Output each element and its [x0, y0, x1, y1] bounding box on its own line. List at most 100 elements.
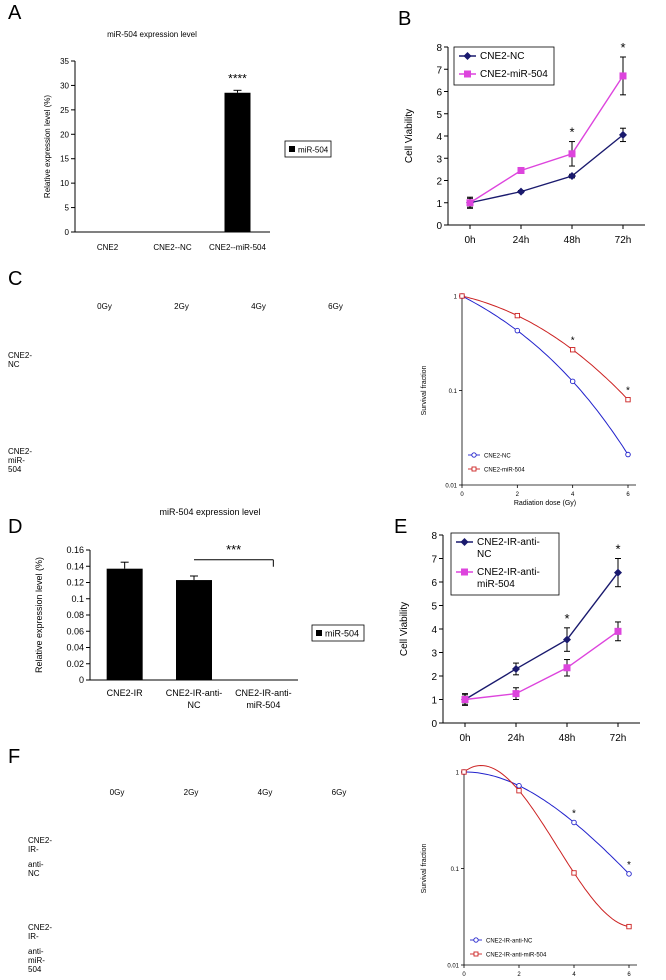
y-tick-label: 0.14: [66, 561, 84, 571]
data-point: [619, 130, 627, 139]
y-tick-label: 0.12: [66, 578, 84, 588]
data-point: [461, 696, 469, 703]
data-point: [517, 166, 525, 174]
x-tick-label: 6: [626, 492, 630, 498]
chart-b-line: 0 1 2 3 4 5 6 7 8 Cell Viability 0h 24h 48h 72h * * CNE2…: [404, 40, 645, 246]
x-category-label: CNE2--NC: [153, 243, 191, 252]
legend-label: CNE2-IR-anti-: [477, 567, 540, 578]
x-tick-label: 4: [571, 492, 575, 498]
panel-letter-f: F: [8, 746, 21, 768]
data-point: [571, 819, 577, 826]
x-category-label: CNE2-IR: [107, 688, 144, 698]
row-label-line: anti-NC: [28, 860, 44, 878]
series-line: [464, 572, 619, 701]
y-tick-label: 0.02: [66, 659, 84, 669]
dose-column-label: 6Gy: [328, 302, 343, 311]
y-tick-label: 8: [436, 43, 442, 54]
x-tick-label: 0: [460, 492, 464, 498]
y-tick-label: 0.1: [449, 389, 458, 395]
significance-mark: ***: [226, 542, 241, 557]
chart-c-survival: 0.01 0.1 1 0 2 4 6 Radiation dose (Gy) Survival …: [421, 293, 636, 507]
x-category-label: CNE2-IR-anti-: [166, 688, 223, 698]
y-tick-label: 0: [65, 228, 70, 237]
significance-mark: ****: [228, 71, 247, 85]
series-line: [469, 134, 624, 204]
y-tick-label: 5: [436, 110, 442, 121]
chart-a-bar: miR-504 expression level 0 5 10 15 20 25 30 35 Re…: [43, 30, 332, 252]
legend-label: CNE2-IR-anti-NC: [486, 939, 533, 945]
legend-label: miR-504: [325, 629, 359, 639]
y-axis-label: Cell Viability: [399, 602, 410, 656]
legend-label: CNE2-miR-504: [484, 468, 525, 474]
legend-marker: [473, 951, 479, 957]
data-point: [563, 664, 571, 672]
data-point: [625, 397, 631, 403]
data-point: [614, 627, 622, 635]
legend-box: [453, 46, 555, 86]
y-tick-label: 0.16: [66, 545, 84, 555]
panel-letter-d: D: [8, 516, 23, 538]
series-line: [461, 295, 629, 455]
y-tick-label: 3: [431, 649, 437, 660]
data-point: [512, 690, 520, 698]
y-tick-label: 10: [60, 179, 69, 188]
y-tick-label: 2: [431, 672, 437, 683]
legend-box: [450, 532, 560, 596]
y-tick-label: 3: [436, 154, 442, 165]
data-point: [568, 172, 576, 181]
significance-mark: *: [627, 860, 631, 871]
x-category-label: NC: [188, 700, 201, 710]
legend-label: CNE2-miR-504: [480, 69, 548, 80]
series-line: [464, 630, 619, 701]
x-tick-label: 0: [462, 972, 466, 977]
significance-mark: *: [615, 542, 620, 557]
y-tick-label: 0.1: [451, 867, 460, 873]
bar: [176, 580, 212, 680]
y-tick-label: 5: [431, 602, 437, 613]
x-tick-label: 24h: [508, 733, 525, 744]
y-tick-label: 7: [436, 65, 442, 76]
y-tick-label: 0.01: [445, 484, 457, 490]
legend-marker: [464, 70, 471, 78]
y-tick-label: 6: [436, 88, 442, 99]
legend-swatch: [289, 146, 295, 152]
legend-box: [311, 624, 365, 642]
data-point: [516, 783, 522, 789]
data-point: [466, 199, 474, 207]
dose-column-label: 0Gy: [109, 788, 125, 797]
x-tick-label: 6: [627, 972, 631, 977]
legend-marker: [463, 52, 472, 60]
dose-column-label: 2Gy: [174, 302, 189, 311]
y-tick-label: 6: [431, 578, 437, 589]
dose-column-label: 4Gy: [251, 302, 266, 311]
significance-mark: *: [571, 336, 575, 347]
chart-title: miR-504 expression level: [107, 30, 197, 39]
panel-letter-a: A: [8, 2, 22, 24]
data-point: [514, 327, 521, 334]
x-category-label: CNE2: [97, 243, 119, 252]
x-tick-label: 72h: [610, 733, 627, 744]
data-point: [614, 568, 622, 577]
dose-column-label: 6Gy: [331, 788, 347, 797]
bar: [106, 568, 143, 680]
legend-label: miR-504: [298, 146, 329, 155]
y-tick-label: 0.01: [447, 964, 459, 970]
dose-column-label: 0Gy: [97, 302, 112, 311]
data-point: [459, 293, 465, 299]
y-tick-label: 0: [436, 221, 442, 232]
y-tick-label: 1: [454, 295, 458, 301]
y-tick-label: 0.1: [71, 594, 84, 604]
legend-marker: [461, 568, 468, 576]
x-tick-label: 48h: [559, 733, 576, 744]
row-label: CNE2-miR-504: [8, 447, 32, 480]
y-tick-label: 1: [456, 771, 460, 777]
legend-label: CNE2-NC: [484, 454, 511, 460]
y-axis-label: Survival fraction: [421, 365, 428, 415]
y-tick-label: 0.06: [66, 626, 84, 636]
row-label-line: CNE2-IR-: [28, 923, 53, 941]
y-tick-label: 30: [60, 81, 69, 90]
x-tick-label: 0h: [459, 733, 470, 744]
x-tick-label: 4: [572, 972, 576, 977]
panel-letter-e: E: [394, 516, 408, 538]
